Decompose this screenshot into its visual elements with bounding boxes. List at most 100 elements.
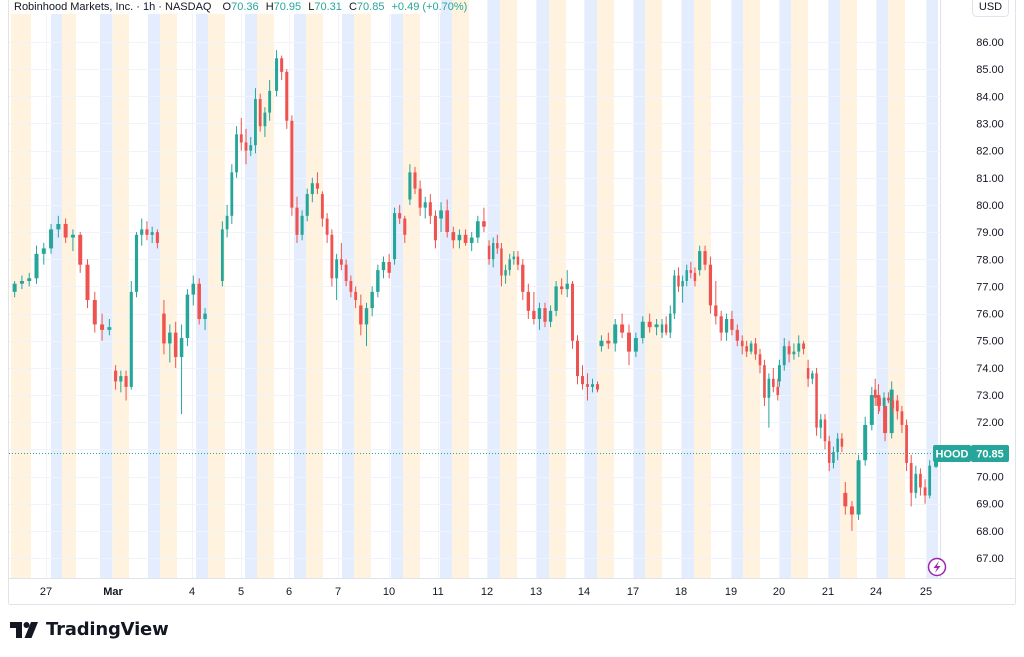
- candle-body-down: [719, 316, 723, 333]
- price-axis-tick-label: 82.00: [976, 146, 1004, 158]
- candle-body-up: [660, 324, 664, 333]
- candle-body-down: [576, 340, 579, 377]
- candle-body-up: [381, 261, 386, 271]
- candle-body-up: [254, 99, 257, 146]
- candle-body-up: [225, 215, 229, 230]
- afterhours-band: [926, 0, 938, 578]
- currency-button[interactable]: USD: [972, 0, 1009, 17]
- afterhours-band: [148, 0, 160, 578]
- candle-body-down: [280, 58, 284, 72]
- afterhours-band: [196, 0, 208, 578]
- candle-body-down: [843, 492, 848, 507]
- premarket-band: [840, 0, 857, 578]
- price-axis-tick-label: 80.00: [976, 200, 1004, 212]
- candle-body-up: [56, 223, 61, 230]
- candle-body-up: [491, 242, 495, 260]
- candle-body-down: [85, 264, 90, 300]
- candle-body-down: [78, 234, 83, 265]
- candle-body-down: [496, 242, 499, 249]
- candle-body-down: [900, 411, 904, 425]
- candle-body-up: [457, 234, 462, 241]
- candle-body-up: [305, 194, 309, 216]
- candle-body-down: [740, 340, 744, 347]
- candle-body-down: [693, 272, 697, 281]
- candle-body-up: [300, 215, 304, 235]
- candle-body-up: [185, 294, 190, 339]
- tradingview-logo[interactable]: TradingView: [10, 619, 169, 640]
- candle-body-down: [500, 248, 503, 276]
- candle-body-down: [124, 376, 128, 387]
- candle-body-down: [923, 487, 927, 496]
- candle-body-up: [537, 308, 542, 320]
- candle-body-down: [763, 365, 766, 398]
- price-axis-tick-label: 67.00: [976, 553, 1004, 565]
- candle-body-down: [482, 221, 486, 227]
- price-axis-tick-label: 81.00: [976, 173, 1004, 185]
- candlestick-series: [12, 50, 938, 531]
- premarket-band: [354, 0, 371, 578]
- candle-body-up: [168, 332, 172, 344]
- candle-body-down: [258, 99, 262, 127]
- candle-body-down: [891, 400, 895, 409]
- candle-body-up: [836, 438, 839, 453]
- candle-body-up: [819, 419, 823, 428]
- candle-body-down: [905, 424, 908, 463]
- candle-body-up: [19, 280, 24, 284]
- candle-body-down: [571, 283, 574, 341]
- time-axis-tick-label: 25: [920, 586, 932, 598]
- candle-body-up: [423, 202, 427, 208]
- candle-body-up: [27, 278, 32, 281]
- price-axis-tick-label: 79.00: [976, 227, 1004, 239]
- candle-body-down: [677, 275, 680, 287]
- price-axis-tick-label: 70.00: [976, 472, 1004, 484]
- candle-body-down: [823, 419, 827, 442]
- candle-body-down: [526, 291, 530, 311]
- candle-body-down: [754, 343, 757, 355]
- low-value: 70.31: [314, 1, 342, 13]
- price-axis-tick-label: 75.00: [976, 336, 1004, 348]
- session-highlight-bands: [11, 0, 938, 578]
- candle-body-down: [285, 71, 289, 121]
- price-axis-tick-label: 85.00: [976, 64, 1004, 76]
- candle-body-down: [315, 183, 319, 189]
- time-axis-tick-label: 18: [675, 586, 687, 598]
- candle-body-up: [914, 473, 918, 493]
- candle-body-up: [469, 237, 474, 243]
- open-label: O: [223, 1, 232, 13]
- high-label: H: [266, 1, 274, 13]
- candle-body-down: [63, 223, 68, 238]
- afterhours-band: [100, 0, 112, 578]
- premarket-band: [452, 0, 469, 578]
- afterhours-band: [245, 0, 257, 578]
- candle-body-up: [140, 229, 144, 235]
- candle-body-down: [330, 234, 334, 279]
- candle-body-up: [685, 270, 688, 281]
- candle-body-down: [827, 441, 831, 463]
- candle-body-down: [815, 373, 818, 428]
- afterhours-band: [633, 0, 645, 578]
- candle-body-up: [928, 465, 932, 496]
- afterhours-band: [876, 0, 888, 578]
- time-axis-tick-label: 11: [432, 586, 443, 598]
- candle-body-down: [787, 346, 791, 355]
- time-axis-tick-label: 10: [383, 586, 395, 598]
- candle-body-up: [889, 389, 894, 434]
- candle-body-down: [433, 215, 437, 241]
- candle-body-down: [100, 324, 105, 330]
- candle-body-up: [275, 58, 279, 91]
- candle-body-down: [664, 324, 668, 333]
- candle-body-down: [883, 405, 888, 434]
- candle-body-down: [239, 134, 243, 143]
- candle-body-down: [802, 343, 806, 349]
- price-axis[interactable]: 86.00 85.00 84.00 83.00 82.00 81.00 80.00 79.00…: [976, 37, 1004, 565]
- candle-body-down: [560, 286, 564, 290]
- candle-body-down: [516, 256, 520, 265]
- candle-body-down: [758, 354, 762, 366]
- lightning-icon[interactable]: [927, 557, 947, 577]
- time-axis[interactable]: 27 Mar 4 5 6 7 10 11 12 13 14 17 18 19 20 21 24 25: [40, 586, 932, 598]
- candle-body-down: [451, 232, 456, 241]
- afterhours-band: [828, 0, 840, 578]
- premarket-band: [11, 0, 31, 578]
- premarket-band: [645, 0, 662, 578]
